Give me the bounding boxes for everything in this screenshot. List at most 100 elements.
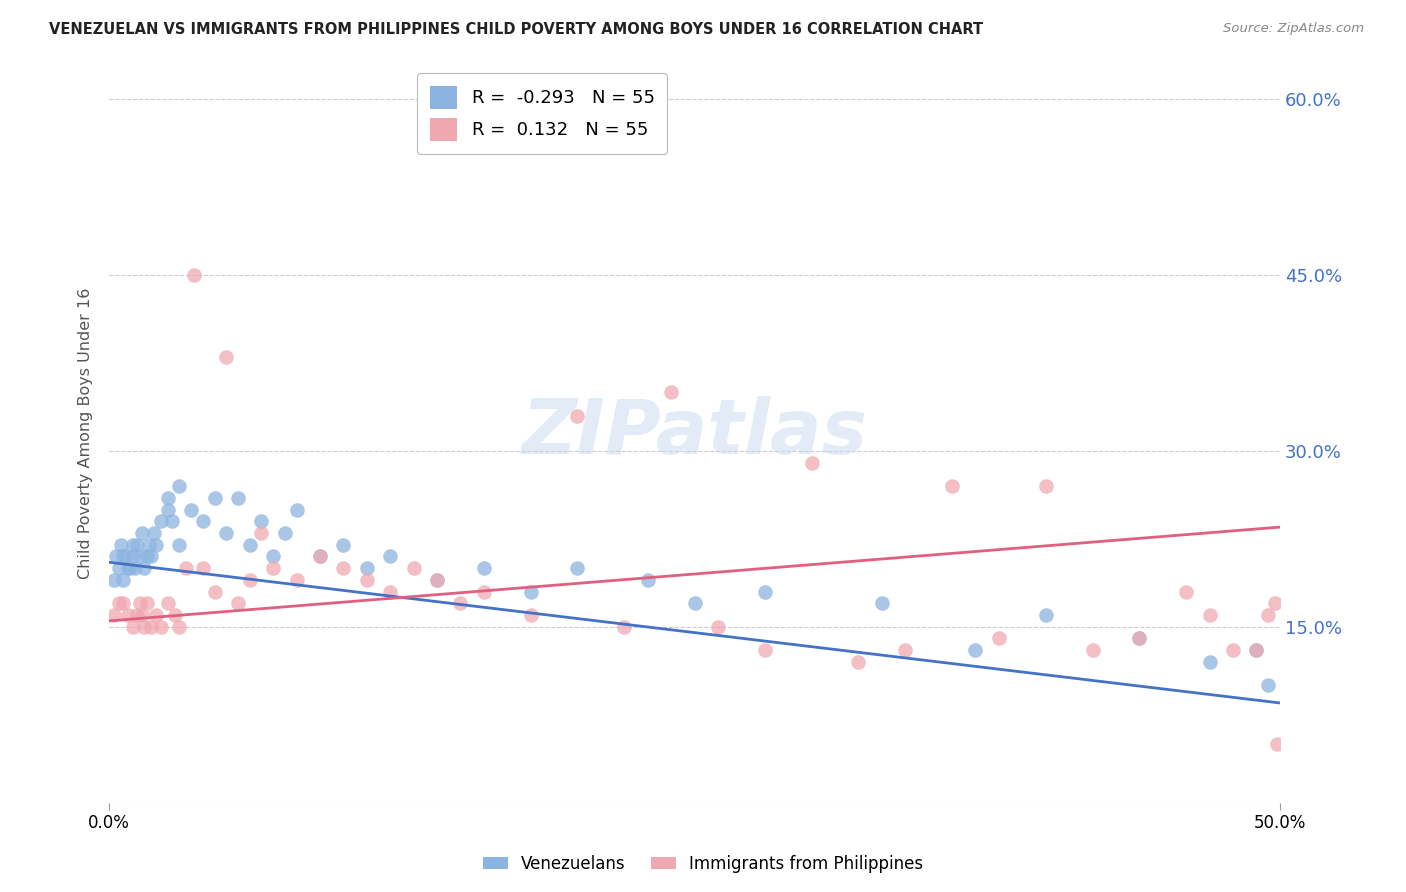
Point [1198,607,1220,622]
Point [134,561,156,575]
Point [135,596,157,610]
Point [131,607,153,622]
Point [472,561,495,575]
Point [1222,643,1244,657]
Point [1246,643,1268,657]
Point [262,549,284,564]
Point [380,549,402,564]
Point [107,596,129,610]
Point [176,561,198,575]
Point [145,607,167,622]
Point [754,643,776,657]
Point [215,350,238,364]
Point [204,584,226,599]
Point [637,573,659,587]
Point [103,573,125,587]
Point [449,596,471,610]
Point [112,549,135,564]
Point [1175,584,1198,599]
Point [131,526,153,541]
Point [107,561,129,575]
Point [707,620,730,634]
Point [191,514,214,528]
Point [169,538,191,552]
Text: ZIPatlas: ZIPatlas [522,396,868,470]
Point [659,385,682,400]
Point [356,573,378,587]
Point [965,643,987,657]
Point [162,514,184,528]
Point [114,549,136,564]
Point [141,549,163,564]
Point [987,632,1010,646]
Point [567,409,589,423]
Point [800,456,823,470]
Point [894,643,917,657]
Point [204,491,226,505]
Point [683,596,706,610]
Legend: R =  -0.293   N = 55, R =  0.132   N = 55: R = -0.293 N = 55, R = 0.132 N = 55 [418,73,668,153]
Point [285,573,308,587]
Point [134,620,156,634]
Point [121,620,143,634]
Point [141,620,163,634]
Point [1257,607,1279,622]
Point [112,573,135,587]
Point [262,561,284,575]
Point [1128,632,1150,646]
Point [156,491,179,505]
Point [754,584,776,599]
Point [110,538,132,552]
Point [226,491,249,505]
Point [120,561,142,575]
Point [169,479,191,493]
Legend: Venezuelans, Immigrants from Philippines: Venezuelans, Immigrants from Philippines [477,848,929,880]
Point [142,526,165,541]
Point [169,620,191,634]
Point [613,620,636,634]
Point [402,561,425,575]
Point [567,561,589,575]
Point [239,538,262,552]
Point [105,549,128,564]
Point [121,549,143,564]
Point [941,479,963,493]
Point [870,596,893,610]
Point [1264,596,1286,610]
Point [180,502,202,516]
Point [1035,479,1057,493]
Point [149,620,172,634]
Point [127,538,149,552]
Point [332,538,354,552]
Point [128,596,150,610]
Point [1035,607,1057,622]
Point [149,514,172,528]
Point [332,561,354,575]
Point [124,561,146,575]
Point [380,584,402,599]
Point [274,526,297,541]
Point [138,538,160,552]
Point [1267,737,1289,751]
Point [128,549,150,564]
Point [226,596,249,610]
Point [1198,655,1220,669]
Point [127,607,149,622]
Point [250,514,273,528]
Point [519,584,541,599]
Point [426,573,449,587]
Point [1128,632,1150,646]
Point [163,607,186,622]
Point [103,607,125,622]
Point [426,573,449,587]
Point [285,502,308,516]
Point [156,502,179,516]
Point [121,538,143,552]
Point [112,596,135,610]
Text: VENEZUELAN VS IMMIGRANTS FROM PHILIPPINES CHILD POVERTY AMONG BOYS UNDER 16 CORR: VENEZUELAN VS IMMIGRANTS FROM PHILIPPINE… [49,22,983,37]
Text: Source: ZipAtlas.com: Source: ZipAtlas.com [1223,22,1364,36]
Point [1081,643,1104,657]
Point [1257,678,1279,692]
Point [117,607,139,622]
Point [250,526,273,541]
